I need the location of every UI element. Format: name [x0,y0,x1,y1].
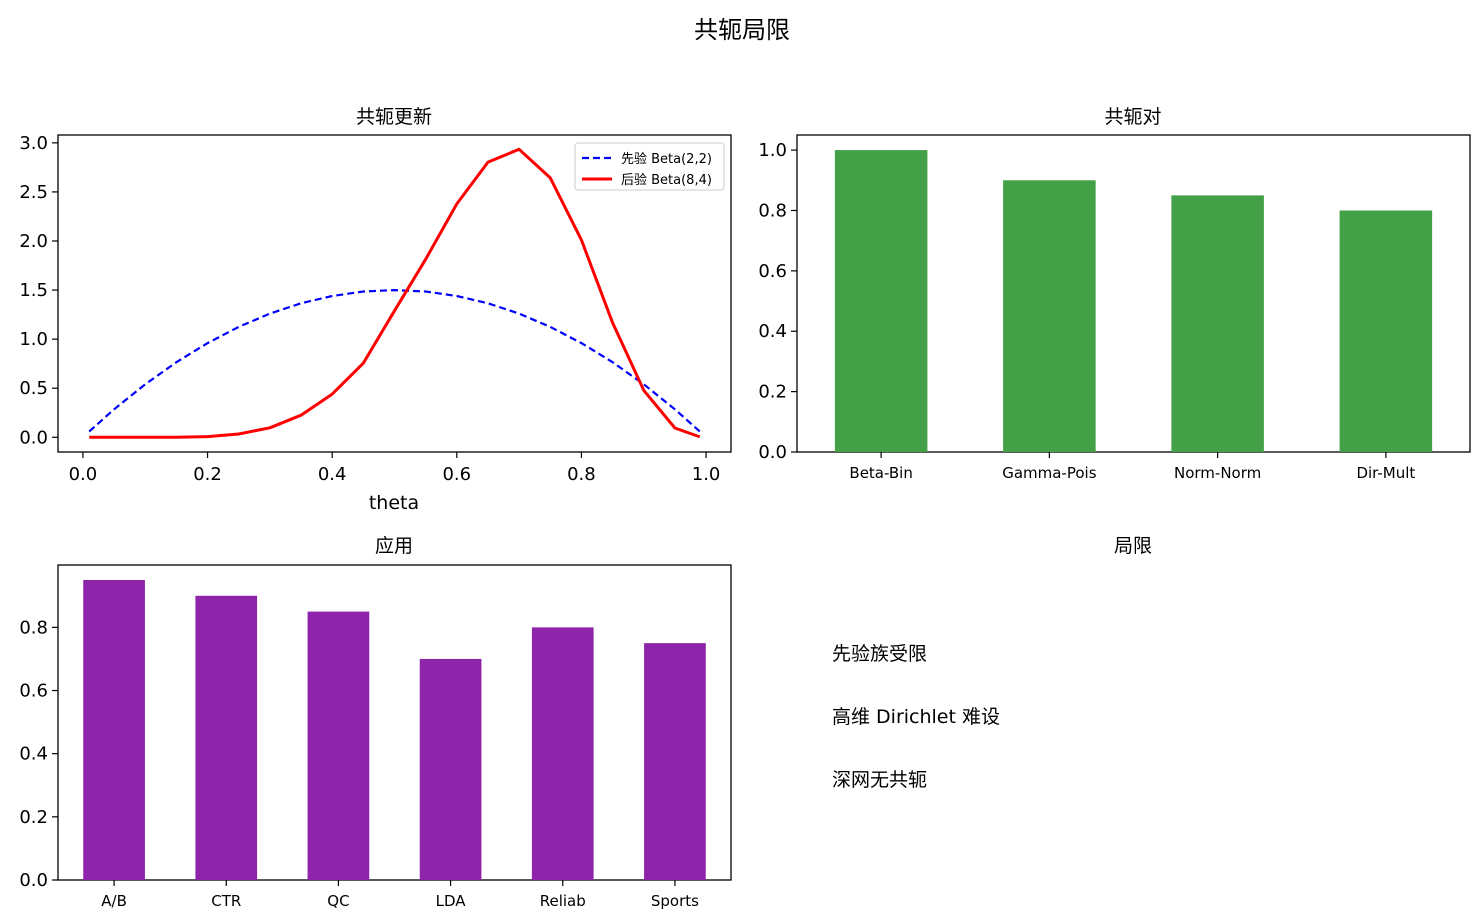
line-chart-series-group [88,147,701,439]
bar-3 [307,611,370,880]
y-tick-label: 0.6 [758,261,787,282]
legend-label-1: 先验 Beta(2,2) [621,151,712,167]
conjugate-pairs-chart: 共轭对 Beta-Bin Gamma-Pois Norm-Norm Dir-Mult … [758,106,1471,482]
x-tick-label: 0.2 [193,464,222,485]
bar-chart-2-bars [83,580,706,880]
bar-1 [83,580,145,880]
legend-frame [574,142,725,191]
bar-4 [419,658,482,880]
x-tick-label: LDA [436,892,467,910]
limitation-item-2: 高维 Dirichlet 难设 [832,706,1000,728]
y-tick-label: 2.0 [19,231,48,252]
bar-chart-1-x-axis: Beta-Bin Gamma-Pois Norm-Norm Dir-Mult [849,452,1415,482]
bar-chart-2-plot-area [57,564,732,881]
x-tick-label: Reliab [540,892,586,910]
bar-2 [1003,180,1096,453]
x-tick-label: 0.4 [318,464,347,485]
series-line-2 [89,147,701,439]
line-chart-y-axis: 0.0 0.5 1.0 1.5 2.0 2.5 3.0 [19,133,58,448]
bar-1 [834,150,928,452]
bar-chart-2-title: 应用 [375,535,413,557]
bar-chart-2-x-axis: A/B CTR QC LDA Reliab Sports [101,880,699,910]
x-tick-label: Dir-Mult [1356,464,1415,482]
y-tick-label: 1.0 [758,140,787,161]
legend-label-2: 后验 Beta(8,4) [621,172,712,188]
y-tick-label: 0.6 [19,681,48,702]
x-tick-label: Norm-Norm [1174,464,1261,482]
x-tick-label: CTR [211,892,241,910]
y-tick-label: 0.5 [19,378,48,399]
x-tick-label: Gamma-Pois [1002,464,1096,482]
limitations-title: 局限 [1114,535,1152,557]
y-tick-label: 1.0 [19,329,48,350]
y-tick-label: 0.8 [19,617,48,638]
x-tick-label: 0.0 [69,464,98,485]
y-tick-label: 0.0 [19,427,48,448]
bar-6 [644,643,706,880]
bar-4 [1339,210,1433,452]
limitations-panel: 局限 先验族受限 高维 Dirichlet 难设 深网无共轭 [832,535,1152,791]
bar-chart-1-title: 共轭对 [1104,106,1161,128]
bar-2 [195,595,258,880]
applications-chart: 应用 A/B CTR QC LDA Reliab Sports 0.00.20.40.60… [19,535,732,910]
bar-chart-2-y-axis: 0.0 0.2 0.4 0.6 0.8 [19,617,58,891]
x-tick-label: 0.6 [442,464,471,485]
conjugate-update-chart: 共轭更新 0.0 0.2 0.4 0.6 0.8 1.0 0.0 0.5 1.0 1.5 2.0 2… [19,106,732,514]
x-tick-label: 0.8 [567,464,596,485]
x-tick-label: A/B [101,892,127,910]
limitation-item-1: 先验族受限 [832,643,927,665]
line-chart-xlabel: theta [369,492,419,514]
y-tick-label: 2.5 [19,182,48,203]
x-tick-label: Beta-Bin [849,464,912,482]
y-tick-label: 0.8 [758,200,787,221]
bar-chart-1-bars [834,150,1433,453]
y-tick-label: 0.4 [758,321,787,342]
y-tick-label: 3.0 [19,133,48,154]
y-tick-label: 0.0 [19,870,48,891]
line-chart-x-axis: 0.0 0.2 0.4 0.6 0.8 1.0 [69,452,721,485]
limitation-item-3: 深网无共轭 [832,769,927,791]
bar-3 [1171,195,1264,452]
series-line-1 [88,289,701,433]
y-tick-label: 0.4 [19,744,48,765]
y-tick-label: 0.2 [758,382,787,403]
x-tick-label: 1.0 [692,464,721,485]
line-chart-legend: 先验 Beta(2,2) 后验 Beta(8,4) [574,142,725,191]
x-tick-label: QC [327,892,349,910]
figure-suptitle: 共轭局限 [694,16,790,44]
y-tick-label: 1.5 [19,280,48,301]
y-tick-label: 0.0 [758,442,787,463]
y-tick-label: 0.2 [19,807,48,828]
line-chart-title: 共轭更新 [356,106,432,128]
x-tick-label: Sports [651,892,699,910]
bar-5 [531,627,594,880]
bar-chart-1-y-axis: 0.0 0.2 0.4 0.6 0.8 1.0 [758,140,797,463]
